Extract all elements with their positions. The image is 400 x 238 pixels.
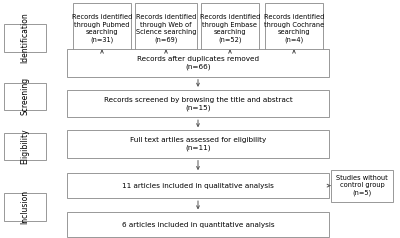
Bar <box>67 173 329 198</box>
Text: Records screened by browsing the title and abstract
(n=15): Records screened by browsing the title a… <box>104 97 292 110</box>
Text: Eligibility: Eligibility <box>20 129 30 164</box>
Text: Studies without
control group
(n=5): Studies without control group (n=5) <box>336 175 388 196</box>
Bar <box>201 3 259 54</box>
Bar <box>4 133 46 160</box>
Bar <box>4 25 46 52</box>
Bar <box>73 3 131 54</box>
Text: 6 articles included in quantitative analysis: 6 articles included in quantitative anal… <box>122 222 274 228</box>
Bar <box>265 3 323 54</box>
Bar <box>331 169 393 202</box>
Text: Inclusion: Inclusion <box>20 190 30 224</box>
Bar <box>135 3 197 54</box>
Text: Full text artiles assessed for eligibility
(n=11): Full text artiles assessed for eligibili… <box>130 137 266 151</box>
Text: Records identified
through Embase
searching
(n=52): Records identified through Embase search… <box>200 14 260 43</box>
Bar <box>4 83 46 110</box>
Bar <box>67 50 329 77</box>
Text: Records identified
through Pubmed
searching
(n=31): Records identified through Pubmed search… <box>72 14 132 43</box>
Bar <box>67 90 329 117</box>
Bar <box>67 130 329 158</box>
Text: Identification: Identification <box>20 13 30 64</box>
Text: Records after duplicates removed
(n=66): Records after duplicates removed (n=66) <box>137 56 259 70</box>
Text: Records identified
through Cochrane
searching
(n=4): Records identified through Cochrane sear… <box>264 14 324 43</box>
Bar <box>4 193 46 221</box>
Text: Records identified
through Web of
Science searching
(n=69): Records identified through Web of Scienc… <box>136 14 196 43</box>
Text: 11 articles included in qualitative analysis: 11 articles included in qualitative anal… <box>122 183 274 189</box>
Text: Screening: Screening <box>20 77 30 115</box>
Bar <box>67 213 329 238</box>
